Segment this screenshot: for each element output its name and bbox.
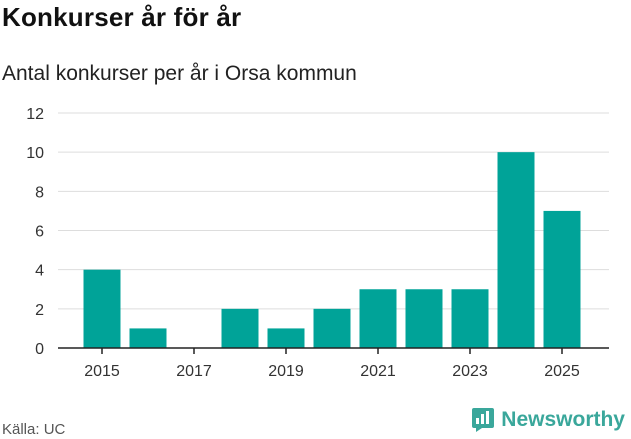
y-tick-label: 0	[35, 341, 44, 358]
source-note: Källa: UC	[2, 421, 66, 438]
brand-logo: Newsworthy	[471, 407, 625, 433]
x-tick-label: 2025	[544, 363, 580, 380]
bar	[267, 328, 305, 348]
x-tick-label: 2015	[84, 363, 120, 380]
bar	[543, 210, 581, 348]
y-tick-label: 12	[26, 106, 44, 123]
brand-name: Newsworthy	[501, 408, 625, 431]
bar	[129, 328, 167, 348]
bar	[83, 269, 121, 348]
y-tick-label: 2	[35, 302, 44, 319]
chart-title: Konkurser år för år	[2, 2, 242, 32]
bar	[359, 289, 397, 348]
bar	[451, 289, 489, 348]
bar	[497, 152, 535, 348]
bar	[405, 289, 443, 348]
bar	[221, 308, 259, 348]
bar-chart: 0 2 4 6 8 10 12 2015 2017 2019 2021 2023 2025	[26, 106, 609, 380]
x-tick-label: 2019	[268, 363, 304, 380]
y-tick-label: 6	[35, 224, 44, 241]
chart-subtitle: Antal konkurser per år i Orsa kommun	[2, 62, 357, 85]
y-tick-label: 4	[35, 263, 44, 280]
y-tick-label: 10	[26, 145, 44, 162]
x-tick-label: 2021	[360, 363, 396, 380]
bar	[313, 308, 351, 348]
x-tick-label: 2023	[452, 363, 488, 380]
newsworthy-logo-icon	[472, 408, 495, 432]
x-tick-label: 2017	[176, 363, 212, 380]
y-tick-label: 8	[35, 184, 44, 201]
